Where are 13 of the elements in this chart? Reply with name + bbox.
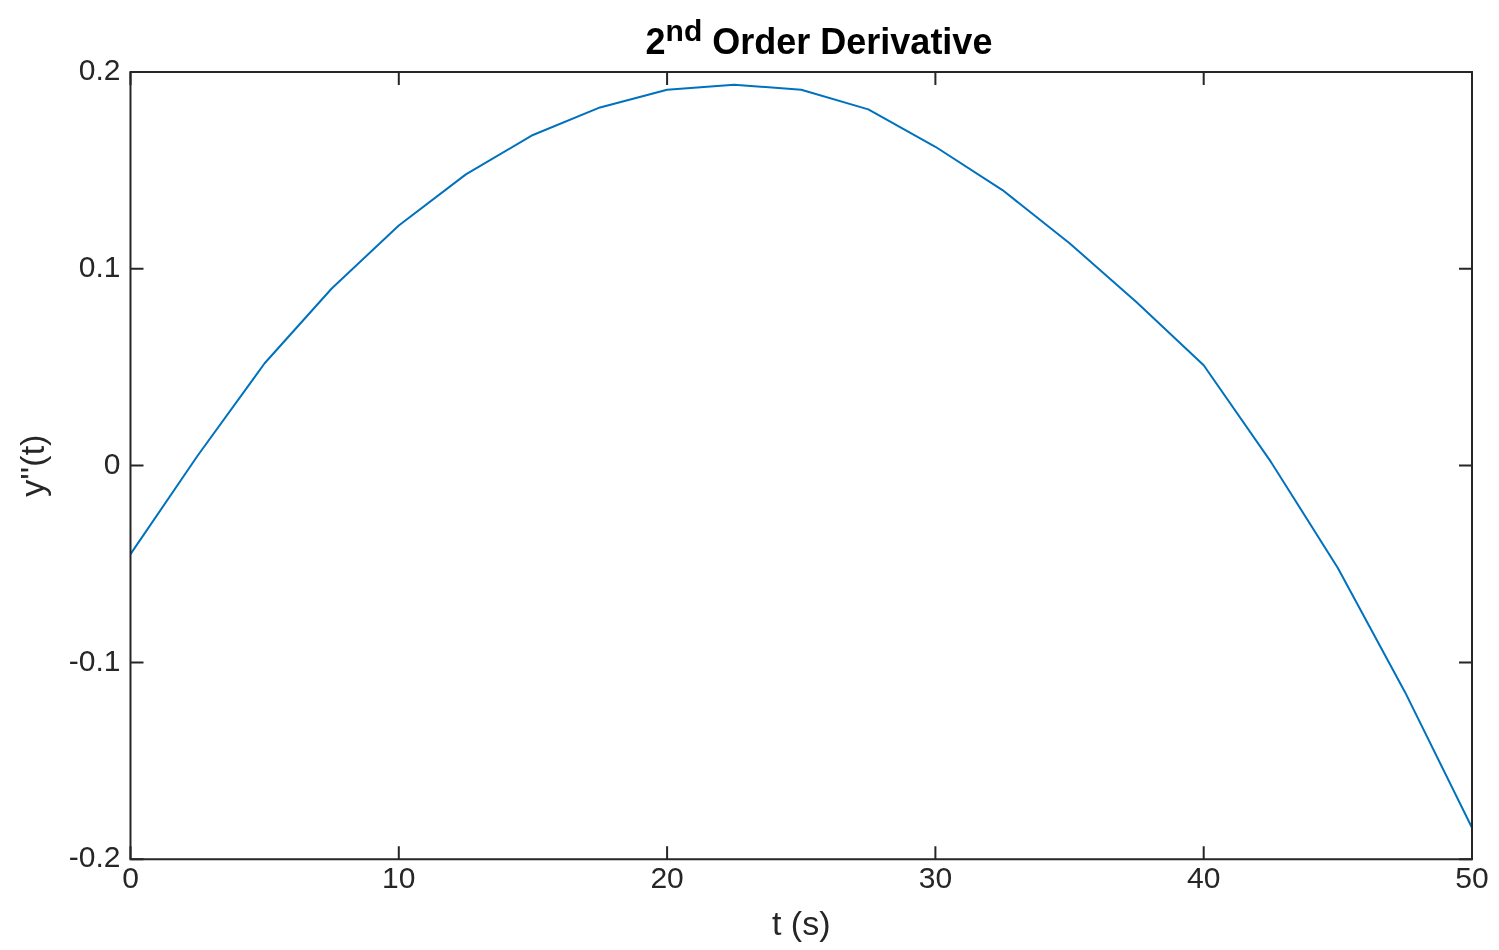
y-axis-title: y''(t) — [12, 434, 51, 497]
x-tick-label: 50 — [1455, 861, 1489, 895]
y-tick-label: 0 — [103, 446, 121, 480]
x-tick-label: 10 — [382, 861, 416, 895]
x-tick-label: 40 — [1187, 861, 1221, 895]
y-tick-label: -0.1 — [68, 643, 121, 677]
x-tick-label: 30 — [918, 861, 953, 895]
y-tick-label: 0.2 — [78, 53, 121, 87]
x-tick-label: 20 — [650, 861, 684, 895]
chart-title: 2$^{nd}$ Order Derivative — [644, 14, 994, 63]
y-tick-label: -0.2 — [68, 840, 121, 874]
x-axis-title: t (s) — [771, 903, 831, 942]
y-tick-label: 0.1 — [78, 250, 121, 284]
